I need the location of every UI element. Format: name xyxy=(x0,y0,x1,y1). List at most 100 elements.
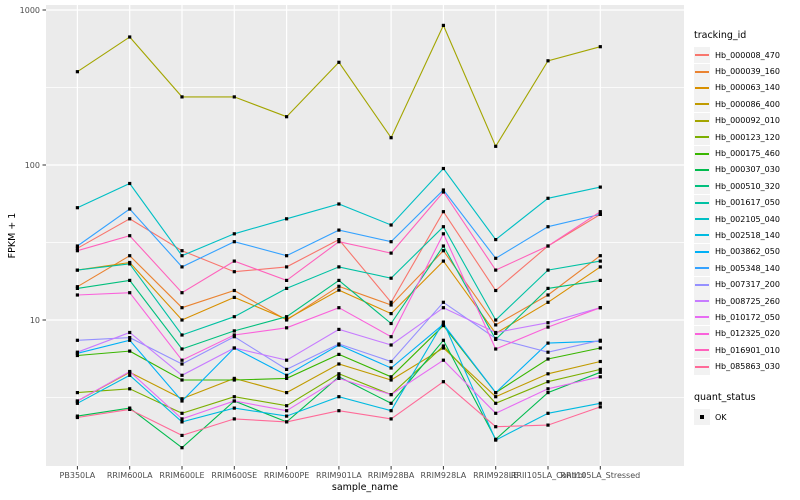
legend-entry: Hb_002518_140 xyxy=(689,227,800,244)
data-point xyxy=(75,70,79,74)
legend-line-swatch-icon xyxy=(695,316,709,319)
data-point xyxy=(494,238,498,242)
data-point xyxy=(546,244,550,248)
data-point xyxy=(598,185,602,189)
data-point xyxy=(389,335,393,339)
data-point xyxy=(337,395,341,399)
legend-label: Hb_016901_010 xyxy=(715,345,780,355)
data-point xyxy=(441,358,445,362)
data-point xyxy=(128,387,132,391)
data-point xyxy=(494,256,498,260)
data-point xyxy=(128,336,132,340)
data-point xyxy=(389,136,393,140)
legend-key xyxy=(694,211,710,228)
data-point xyxy=(75,285,79,289)
data-point xyxy=(598,375,602,379)
legend-key xyxy=(694,178,710,195)
legend-entry: Hb_002105_040 xyxy=(689,211,800,228)
data-point xyxy=(441,259,445,263)
data-point xyxy=(180,347,184,351)
data-point xyxy=(441,23,445,27)
legend-line-swatch-icon xyxy=(695,86,709,89)
data-point xyxy=(598,367,602,371)
legend-line-swatch-icon xyxy=(695,185,709,188)
data-point xyxy=(389,359,393,364)
data-point xyxy=(337,238,341,242)
data-point xyxy=(128,234,132,238)
data-point xyxy=(441,346,445,350)
data-point xyxy=(75,350,79,354)
data-point xyxy=(494,438,498,442)
data-point xyxy=(180,254,184,258)
legend-line-swatch-icon xyxy=(695,365,709,368)
legend-key xyxy=(694,47,710,64)
data-point xyxy=(180,333,184,337)
legend-line-swatch-icon xyxy=(695,54,709,57)
legend-key xyxy=(694,293,710,310)
data-point xyxy=(180,397,184,401)
legend-key xyxy=(694,194,710,211)
data-point xyxy=(285,278,289,282)
data-point xyxy=(128,35,132,39)
data-point xyxy=(285,115,289,119)
data-point xyxy=(232,406,236,410)
data-point xyxy=(546,372,550,376)
data-point xyxy=(546,350,550,354)
x-tick-label: RRIM600LE xyxy=(159,471,204,480)
data-point xyxy=(337,202,341,206)
legend-entry: Hb_000123_120 xyxy=(689,129,800,146)
data-point xyxy=(546,286,550,290)
data-point xyxy=(128,254,132,258)
data-point xyxy=(180,373,184,377)
data-point xyxy=(128,181,132,186)
data-point xyxy=(75,249,79,253)
data-point xyxy=(494,144,498,148)
legend-entry: Hb_005348_140 xyxy=(689,260,800,277)
data-point xyxy=(285,373,289,377)
data-point xyxy=(441,232,445,236)
legend-title-tracking-id: tracking_id xyxy=(694,30,747,41)
data-point xyxy=(180,411,184,415)
data-point xyxy=(598,370,602,374)
data-point xyxy=(75,391,79,395)
legend-line-swatch-icon xyxy=(695,267,709,270)
data-point xyxy=(285,404,289,408)
data-point xyxy=(285,391,289,395)
legend-line-swatch-icon xyxy=(695,152,709,155)
data-point xyxy=(75,401,79,405)
data-point xyxy=(337,327,341,331)
data-point xyxy=(128,373,132,377)
data-point xyxy=(232,399,236,403)
legend-entry: Hb_085863_030 xyxy=(689,358,800,375)
data-point xyxy=(546,391,550,395)
legend-line-swatch-icon xyxy=(695,168,709,171)
data-point xyxy=(337,409,341,413)
x-tick-label: RRIM928LE xyxy=(473,471,518,480)
legend-key xyxy=(694,112,710,129)
data-point xyxy=(180,378,184,382)
data-point xyxy=(494,318,498,322)
data-point xyxy=(337,228,341,232)
data-point xyxy=(389,240,393,244)
data-point xyxy=(285,317,289,321)
data-point xyxy=(598,346,602,350)
data-point xyxy=(128,207,132,211)
legend-entry: Hb_012325_020 xyxy=(689,325,800,342)
legend-key xyxy=(694,276,710,293)
legend-key xyxy=(694,342,710,359)
data-point xyxy=(128,291,132,295)
data-point xyxy=(180,306,184,310)
x-tick-label: RRIM928BA xyxy=(368,471,415,480)
data-point xyxy=(75,338,79,342)
data-point xyxy=(389,276,393,280)
legend-label: Hb_000086_400 xyxy=(715,99,780,109)
legend-entry: Hb_000092_010 xyxy=(689,112,800,129)
data-point xyxy=(546,357,550,361)
data-point xyxy=(598,338,602,342)
legend-entry: Hb_000307_030 xyxy=(689,161,800,178)
legend-entry: Hb_000510_320 xyxy=(689,178,800,195)
legend-line-swatch-icon xyxy=(695,70,709,73)
x-tick-label: RRIM901LA xyxy=(316,471,362,480)
data-point xyxy=(232,417,236,421)
data-point xyxy=(232,259,236,263)
